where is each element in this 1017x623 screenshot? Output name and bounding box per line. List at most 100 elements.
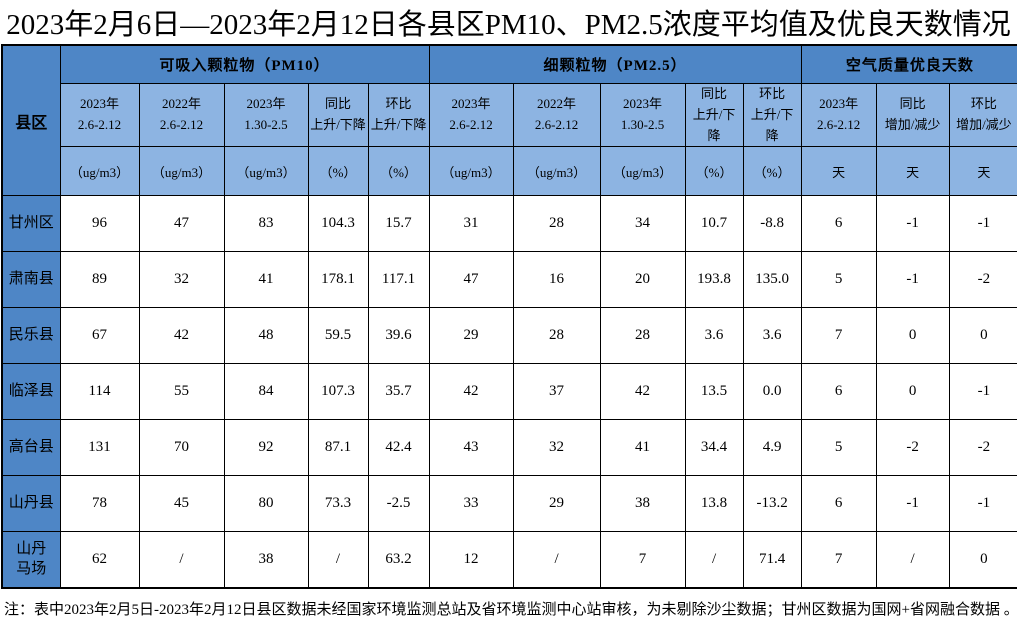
table-cell: 43 [428, 419, 514, 477]
column-header: 环比 上升/下降 [367, 82, 430, 148]
corner-header-county: 县区 [1, 44, 61, 197]
table-cell: 29 [428, 307, 514, 365]
table-cell: 178.1 [307, 251, 369, 309]
column-unit: （ug/m3） [428, 146, 514, 197]
column-header: 2023年 2.6-2.12 [800, 82, 877, 148]
table-cell: 135.0 [742, 251, 802, 309]
table-cell: 32 [512, 419, 601, 477]
table-cell: 45 [138, 475, 225, 533]
column-header: 同比 上升/下降 [307, 82, 369, 148]
table-cell: 84 [223, 363, 309, 421]
table-cell: -2 [948, 419, 1017, 477]
table-cell: 104.3 [307, 195, 369, 253]
table-cell: 0 [875, 307, 950, 365]
table-cell: / [875, 531, 950, 589]
row-county-label: 高台县 [1, 419, 61, 477]
table-cell: 10.7 [684, 195, 744, 253]
table-row: 肃南县 89 32 41 178.1 117.1 47 16 20 193.8 135.0 5 -1 -2 [1, 251, 1017, 309]
table-cell: 41 [599, 419, 686, 477]
table-cell: 29 [512, 475, 601, 533]
table-cell: 80 [223, 475, 309, 533]
table-cell: 3.6 [742, 307, 802, 365]
table-cell: 96 [59, 195, 140, 253]
table-cell: 0 [948, 531, 1017, 589]
column-unit: （ug/m3） [59, 146, 140, 197]
table-cell: 34.4 [684, 419, 744, 477]
table-cell: -2 [875, 419, 950, 477]
table-row: 山丹县 78 45 80 73.3 -2.5 33 29 38 13.8 -13.2 6 -1 -1 [1, 475, 1017, 533]
column-header: 2022年 2.6-2.12 [138, 82, 225, 148]
table-cell: 87.1 [307, 419, 369, 477]
table-cell: 34 [599, 195, 686, 253]
column-unit: （%） [367, 146, 430, 197]
table-cell: 5 [800, 251, 877, 309]
table-row: 高台县 131 70 92 87.1 42.4 43 32 41 34.4 4.9 5 -2 -2 [1, 419, 1017, 477]
column-header: 2023年 2.6-2.12 [428, 82, 514, 148]
table-cell: 6 [800, 363, 877, 421]
table-cell: 48 [223, 307, 309, 365]
table-cell: 0.0 [742, 363, 802, 421]
table-cell: 89 [59, 251, 140, 309]
table-cell: 35.7 [367, 363, 430, 421]
table-cell: 38 [223, 531, 309, 589]
group-header-pm25: 细颗粒物（PM2.5） [428, 44, 802, 84]
table-cell: 62 [59, 531, 140, 589]
column-unit: （ug/m3） [138, 146, 225, 197]
table-cell: 63.2 [367, 531, 430, 589]
column-header: 2023年 1.30-2.5 [599, 82, 686, 148]
footnote: 注：表中2023年2月5日-2023年2月12日县区数据未经国家环境监测总站及省… [4, 601, 1017, 618]
table-cell: 4.9 [742, 419, 802, 477]
column-unit: 天 [875, 146, 950, 197]
table-cell: 0 [948, 307, 1017, 365]
column-unit: （%） [742, 146, 802, 197]
table-cell: 83 [223, 195, 309, 253]
table-row: 民乐县 67 42 48 59.5 39.6 29 28 28 3.6 3.6 7 0 0 [1, 307, 1017, 365]
column-header: 同比 上升/下降 [684, 82, 744, 148]
table-cell: 3.6 [684, 307, 744, 365]
table-cell: 13.8 [684, 475, 744, 533]
column-unit: 天 [800, 146, 877, 197]
table-cell: 42 [599, 363, 686, 421]
column-unit: （ug/m3） [599, 146, 686, 197]
table-cell: 73.3 [307, 475, 369, 533]
table-cell: 92 [223, 419, 309, 477]
table-cell: 42 [138, 307, 225, 365]
subheader-row: 2023年 2.6-2.12 2022年 2.6-2.12 2023年 1.30-2… [2, 82, 1017, 148]
unit-row: （ug/m3） （ug/m3） （ug/m3） （%） （%） （ug/m3） （ug/m3… [2, 146, 1017, 197]
table-cell: 6 [800, 475, 877, 533]
table-cell: / [138, 531, 225, 589]
column-unit: （%） [307, 146, 369, 197]
table-cell: 47 [138, 195, 225, 253]
table-cell: 0 [875, 363, 950, 421]
table-cell: -8.8 [742, 195, 802, 253]
table-cell: -1 [875, 475, 950, 533]
table-cell: 193.8 [684, 251, 744, 309]
table-row: 山丹 马场 62/38/63.2 12/7/71.4 7/0 [1, 531, 1017, 589]
table-cell: 7 [599, 531, 686, 589]
table-cell: 20 [599, 251, 686, 309]
table-cell: 13.5 [684, 363, 744, 421]
table-cell: 28 [599, 307, 686, 365]
table-row: 临泽县 114 55 84 107.3 35.7 42 37 42 13.5 0.0 6 0 -1 [1, 363, 1017, 421]
row-county-label: 甘州区 [1, 195, 61, 253]
table-cell: 55 [138, 363, 225, 421]
table-cell: -13.2 [742, 475, 802, 533]
table-cell: 42.4 [367, 419, 430, 477]
column-header: 2023年 1.30-2.5 [223, 82, 309, 148]
table-cell: 5 [800, 419, 877, 477]
table-cell: 78 [59, 475, 140, 533]
data-table: 县区 可吸入颗粒物（PM10） 细颗粒物（PM2.5） 空气质量优良天数 202… [1, 44, 1017, 589]
table-cell: -1 [948, 363, 1017, 421]
table-cell: 15.7 [367, 195, 430, 253]
column-unit: （ug/m3） [512, 146, 601, 197]
column-unit: （%） [684, 146, 744, 197]
table-cell: -1 [948, 475, 1017, 533]
table-cell: 107.3 [307, 363, 369, 421]
table-cell: 28 [512, 307, 601, 365]
row-county-label: 肃南县 [1, 251, 61, 309]
table-cell: 38 [599, 475, 686, 533]
table-cell: 28 [512, 195, 601, 253]
table-cell: 71.4 [742, 531, 802, 589]
table-cell: 39.6 [367, 307, 430, 365]
table-cell: 42 [428, 363, 514, 421]
